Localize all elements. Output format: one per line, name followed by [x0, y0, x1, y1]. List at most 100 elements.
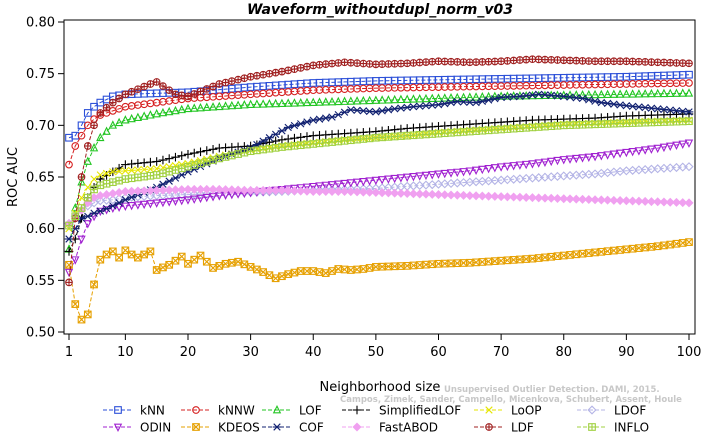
data-point	[496, 192, 506, 202]
data-point	[284, 270, 293, 278]
data-point	[134, 85, 142, 94]
data-point	[290, 133, 299, 143]
data-point	[541, 55, 549, 64]
data-point	[453, 128, 462, 137]
data-point	[315, 60, 324, 69]
data-point	[541, 253, 549, 262]
data-point	[133, 192, 143, 202]
data-point	[547, 252, 556, 261]
data-point	[628, 196, 638, 206]
data-point	[559, 56, 568, 65]
data-point	[77, 204, 86, 212]
legend-entry-simplifiedlof: SimplifiedLOF	[342, 404, 461, 418]
data-point	[403, 59, 412, 68]
data-point	[565, 155, 575, 164]
data-point	[189, 184, 199, 194]
data-point	[490, 191, 500, 201]
data-point	[628, 57, 637, 66]
data-point	[108, 98, 117, 107]
data-point	[396, 188, 406, 198]
data-point	[609, 195, 619, 205]
data-point	[609, 100, 619, 108]
data-point	[427, 180, 437, 190]
data-point	[453, 259, 462, 268]
data-point	[284, 66, 293, 75]
data-point	[120, 186, 130, 196]
data-point	[402, 94, 412, 103]
data-point	[578, 94, 587, 103]
data-point	[177, 197, 186, 206]
data-point	[496, 163, 506, 172]
series-line	[68, 142, 690, 273]
data-point	[221, 259, 230, 268]
data-point	[196, 184, 206, 194]
data-point	[484, 57, 493, 66]
x-tick-label: 60	[430, 345, 447, 360]
data-point	[233, 100, 243, 109]
data-point	[283, 186, 293, 196]
series-odin	[64, 139, 694, 278]
data-point	[684, 198, 694, 208]
data-point	[609, 57, 618, 66]
data-point	[102, 126, 111, 135]
data-point	[390, 59, 399, 68]
data-point	[521, 173, 531, 184]
data-point	[666, 142, 675, 152]
data-point	[452, 190, 462, 200]
data-point	[446, 93, 456, 102]
data-point	[108, 120, 118, 129]
data-point	[603, 151, 612, 160]
data-point	[665, 106, 675, 114]
data-point	[641, 58, 650, 66]
data-point	[321, 97, 330, 106]
data-point	[140, 250, 149, 259]
data-point	[622, 57, 631, 66]
data-point	[440, 57, 449, 66]
data-point	[516, 56, 524, 64]
y-tick-label: 0.60	[26, 222, 55, 237]
x-tick-label: 30	[242, 345, 259, 360]
data-point	[484, 164, 493, 174]
data-point	[377, 176, 387, 185]
data-point	[265, 69, 274, 78]
data-point	[516, 124, 524, 133]
data-point	[566, 56, 574, 65]
data-point	[271, 136, 280, 146]
data-point	[90, 121, 98, 130]
data-point	[509, 174, 519, 184]
data-point	[327, 96, 337, 106]
data-point	[140, 172, 149, 181]
data-point	[171, 161, 180, 170]
data-point	[133, 159, 143, 168]
data-point	[615, 101, 625, 109]
data-point	[171, 197, 180, 207]
data-point	[396, 124, 406, 134]
data-point	[139, 200, 149, 210]
data-point	[434, 100, 443, 109]
data-point	[165, 198, 174, 207]
legend-marker	[192, 406, 200, 414]
data-point	[490, 164, 500, 173]
data-point	[597, 152, 606, 161]
data-point	[434, 93, 443, 102]
data-point	[183, 149, 193, 159]
data-point	[64, 268, 74, 278]
data-point	[653, 118, 662, 127]
legend: kNN kNNW LOF SimplifiedLOF LoOP LDOF ODIN KDEOS…	[103, 404, 649, 434]
data-point	[159, 82, 167, 90]
legend-label: COF	[299, 421, 324, 434]
data-point	[83, 109, 92, 117]
data-point	[665, 197, 675, 207]
data-point	[278, 272, 286, 281]
data-point	[340, 136, 349, 145]
data-point	[215, 262, 224, 270]
data-point	[158, 107, 168, 117]
data-point	[133, 112, 143, 122]
data-point	[353, 265, 361, 274]
data-point	[672, 88, 681, 97]
y-tick-label: 0.50	[26, 326, 55, 341]
data-point	[65, 278, 73, 287]
data-point	[471, 98, 481, 107]
data-point	[647, 88, 656, 98]
y-tick-label: 0.70	[26, 119, 55, 134]
